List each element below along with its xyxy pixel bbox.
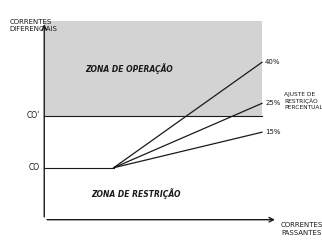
Text: CO': CO' (26, 111, 40, 120)
Text: 25%: 25% (265, 100, 280, 106)
Text: 40%: 40% (265, 59, 281, 65)
Text: CORRENTES
DIFERENCIAIS: CORRENTES DIFERENCIAIS (10, 19, 57, 33)
Text: ZONA DE OPERAÇÃO: ZONA DE OPERAÇÃO (85, 63, 173, 74)
Bar (44, 21, 262, 116)
Text: CO: CO (28, 163, 40, 172)
Text: AJUSTE DE
RESTRIÇÃO
PERCENTUAL: AJUSTE DE RESTRIÇÃO PERCENTUAL (284, 92, 322, 110)
Text: 15%: 15% (265, 129, 281, 135)
Text: ZONA DE RESTRIÇÃO: ZONA DE RESTRIÇÃO (91, 188, 181, 199)
Text: CORRENTES
PASSANTES: CORRENTES PASSANTES (281, 222, 322, 235)
